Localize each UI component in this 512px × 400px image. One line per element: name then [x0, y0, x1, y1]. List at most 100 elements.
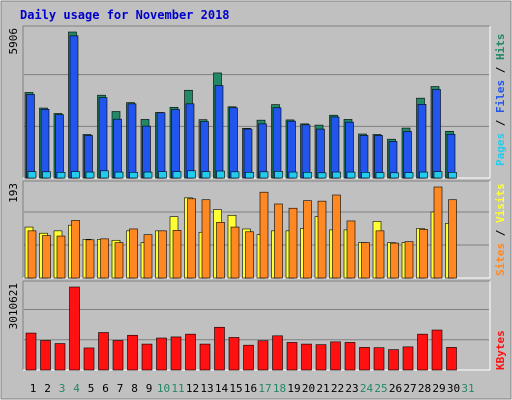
sites-bar-day-15	[230, 226, 240, 279]
pages-bar-day-27	[404, 172, 414, 179]
x-tick-label-day-5: 5	[88, 382, 95, 395]
sites-bar-day-21	[317, 200, 327, 279]
ymax-label-panel-2: 193	[7, 183, 20, 203]
files-bar-day-13	[200, 121, 209, 179]
kbytes-bar-day-26	[388, 349, 399, 371]
sites-bar-day-27	[404, 241, 414, 279]
sites-bar-day-20	[303, 200, 312, 279]
kbytes-bar-day-27	[402, 346, 414, 371]
pages-bar-day-19	[288, 171, 298, 179]
legend-sites: Sites	[494, 243, 507, 276]
sites-bar-day-2	[42, 235, 51, 279]
pages-bar-day-13	[201, 171, 211, 179]
pages-bar-day-7	[114, 171, 124, 179]
files-bar-day-10	[156, 112, 166, 179]
sites-bar-day-6	[100, 238, 109, 279]
files-bar-day-21	[316, 128, 325, 179]
kbytes-bar-day-6	[98, 332, 109, 371]
kbytes-bar-day-25	[373, 347, 385, 371]
files-bar-day-6	[98, 97, 108, 179]
x-tick-label-day-3: 3	[59, 382, 66, 395]
kbytes-bar-day-14	[214, 326, 225, 371]
x-tick-label-day-14: 14	[215, 382, 229, 395]
pages-bar-day-2	[42, 171, 51, 179]
x-tick-label-day-25: 25	[374, 382, 387, 395]
files-bar-day-11	[171, 109, 180, 179]
kbytes-bar-day-18	[272, 335, 283, 371]
kbytes-bar-day-29	[431, 329, 443, 371]
sites-bar-day-7	[114, 242, 124, 279]
kbytes-bar-day-23	[344, 342, 356, 371]
sites-bar-day-9	[143, 234, 153, 279]
sites-bar-day-13	[201, 199, 211, 279]
chart-panels	[22, 25, 491, 371]
sites-bar-day-14	[216, 222, 225, 279]
kbytes-bar-day-19	[286, 342, 298, 371]
files-bar-day-30	[446, 133, 456, 179]
x-tick-label-day-29: 29	[432, 382, 445, 395]
files-bar-day-20	[301, 124, 311, 179]
pages-bar-day-10	[158, 171, 167, 179]
files-bar-day-29	[432, 89, 441, 179]
sites-bar-day-5	[85, 239, 95, 279]
sites-bar-day-8	[129, 228, 138, 279]
x-tick-label-day-13: 13	[200, 382, 213, 395]
pages-bar-day-11	[172, 171, 182, 179]
files-bar-day-2	[40, 108, 50, 179]
x-tick-label-day-4: 4	[73, 382, 80, 395]
sites-bar-day-11	[172, 230, 182, 279]
x-tick-label-day-19: 19	[287, 382, 300, 395]
pages-bar-day-20	[303, 172, 312, 179]
kbytes-bar-day-1	[25, 332, 37, 371]
legend-panel-1: Pages / Files / Hits	[494, 34, 507, 167]
kbytes-bar-day-10	[156, 337, 167, 371]
x-tick-label-day-7: 7	[117, 382, 124, 395]
sites-bar-day-23	[346, 220, 356, 279]
x-tick-label-day-20: 20	[302, 382, 315, 395]
kbytes-bar-day-24	[359, 347, 370, 371]
kbytes-bar-day-13	[199, 343, 211, 371]
pages-bar-day-17	[259, 171, 269, 179]
legend-files: Files	[494, 80, 507, 113]
sites-bar-day-28	[419, 229, 428, 279]
pages-bar-day-21	[317, 172, 327, 179]
files-bar-day-22	[330, 116, 340, 179]
pages-bar-day-29	[433, 171, 443, 179]
files-bar-day-18	[272, 107, 282, 179]
x-tick-label-day-10: 10	[157, 382, 170, 395]
x-tick-label-day-17: 17	[258, 382, 271, 395]
pages-bar-day-16	[245, 172, 254, 179]
x-tick-label-day-23: 23	[345, 382, 358, 395]
pages-bar-day-5	[85, 171, 95, 179]
x-tick-label-day-28: 28	[418, 382, 431, 395]
pages-bar-day-18	[274, 171, 283, 179]
sites-bar-day-12	[187, 198, 196, 279]
files-bar-day-25	[374, 135, 383, 179]
sites-bar-day-16	[245, 231, 254, 279]
x-tick-label-day-8: 8	[131, 382, 138, 395]
pages-bar-day-15	[230, 171, 240, 179]
x-tick-label-day-6: 6	[102, 382, 109, 395]
files-bar-day-5	[84, 135, 93, 179]
legend-panel-3: KBytes	[494, 330, 507, 370]
pages-bar-day-28	[419, 171, 428, 179]
ymax-label-panel-3: 3010621	[7, 283, 20, 329]
kbytes-bar-day-3	[54, 343, 66, 371]
files-bar-day-9	[142, 125, 151, 179]
kbytes-bar-day-11	[170, 336, 182, 371]
sites-bar-day-19	[288, 207, 298, 279]
kbytes-bar-day-28	[417, 333, 428, 371]
kbytes-bar-day-15	[228, 337, 240, 371]
sites-bar-day-30	[448, 199, 457, 279]
x-tick-label-day-1: 1	[30, 382, 37, 395]
kbytes-bar-day-16	[243, 344, 254, 371]
pages-bar-day-9	[143, 171, 153, 179]
kbytes-bar-day-17	[257, 340, 269, 371]
pages-bar-day-26	[390, 172, 399, 179]
pages-bar-day-3	[56, 172, 66, 179]
x-tick-label-day-22: 22	[331, 382, 344, 395]
legend-hits: Hits	[494, 34, 507, 61]
pages-bar-day-25	[375, 172, 385, 179]
